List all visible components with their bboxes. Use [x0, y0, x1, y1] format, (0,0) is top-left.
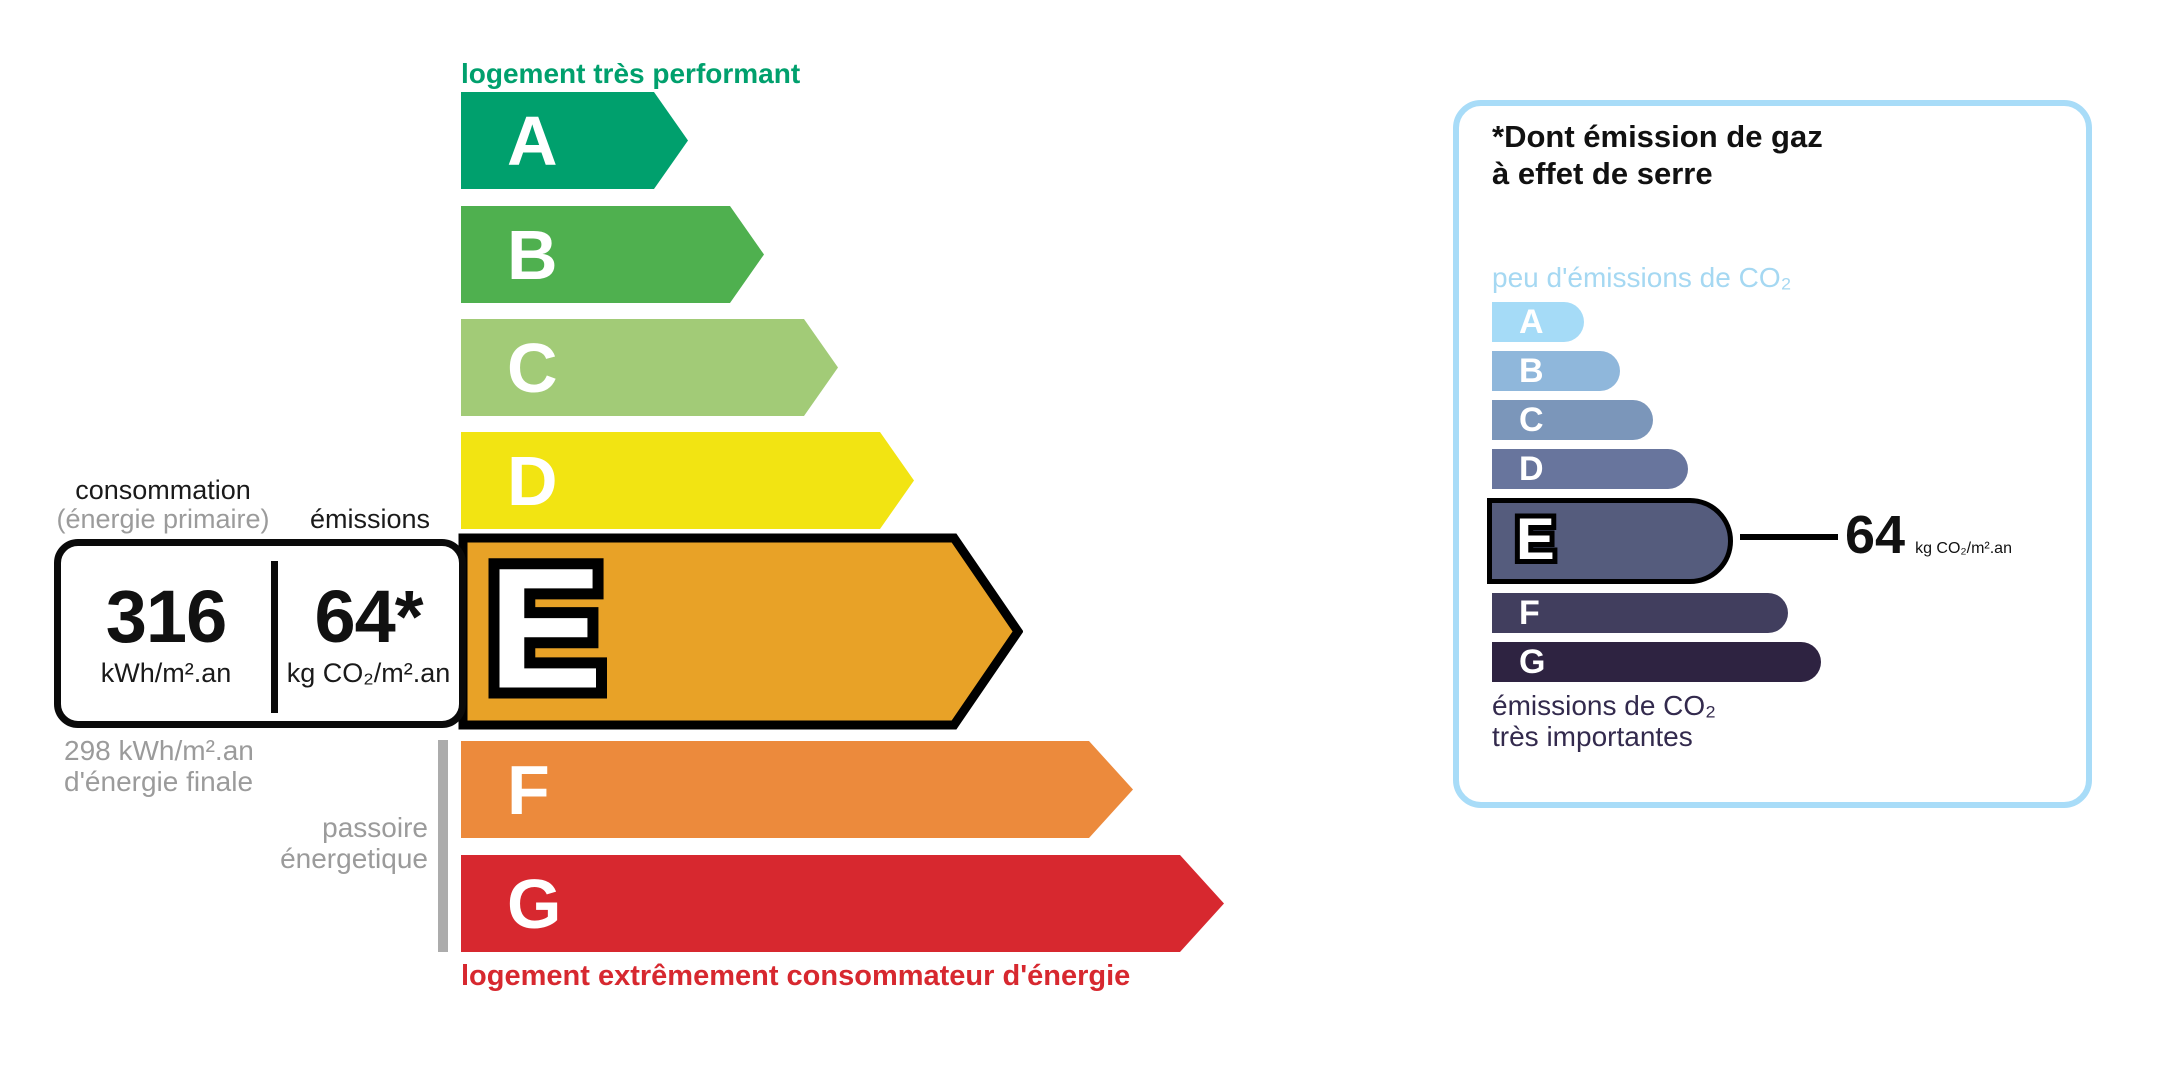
gas-high-label: émissions de CO₂ très importantes	[1492, 690, 1716, 752]
emissions-unit: kg CO₂/m².an	[286, 658, 451, 688]
gas-panel-title: *Dont émission de gaz à effet de serre	[1492, 118, 1823, 192]
gas-bar-b-letter: B	[1519, 352, 1544, 390]
energy-bar-b: B	[461, 206, 764, 303]
gas-value: 64	[1845, 505, 1906, 565]
gas-high-label-line2: très importantes	[1492, 721, 1693, 752]
energy-bar-e-letter-outline: E	[477, 531, 614, 725]
energy-bar-d: D	[461, 432, 914, 529]
energy-bar-e-letter: E E	[477, 531, 614, 725]
energy-sieve-note: passoire énergetique	[180, 812, 428, 874]
consumption-column: 316 kWh/m².an	[61, 546, 271, 721]
gas-high-label-line1: émissions de CO₂	[1492, 690, 1717, 721]
final-energy-note: 298 kWh/m².an d'énergie finale	[64, 735, 254, 797]
energy-bar-a-letter: A	[507, 101, 558, 180]
energy-bar-e-letter-fill: E	[488, 532, 603, 725]
gas-bar-b: B	[1492, 351, 1620, 391]
bottom-performance-label: logement extrêmement consommateur d'éner…	[461, 960, 1131, 992]
energy-bar-c: C	[461, 319, 838, 416]
consumption-header: consommation	[75, 475, 251, 505]
energy-bar-b-letter: B	[507, 215, 558, 294]
consumption-subheader: (énergie primaire)	[56, 504, 270, 534]
energy-bar-g: G	[461, 855, 1224, 952]
energy-bar-f-letter: F	[507, 750, 550, 829]
top-performance-label: logement très performant	[461, 58, 801, 89]
gas-bar-d-letter: D	[1519, 450, 1544, 488]
final-energy-line1: 298 kWh/m².an	[64, 735, 254, 766]
gas-bar-e-current: E E	[1487, 498, 1733, 584]
emissions-value: 64*	[314, 575, 423, 658]
energy-sieve-line2: énergetique	[280, 843, 428, 874]
energy-bar-g-letter: G	[507, 864, 562, 943]
gas-bar-a: A	[1492, 302, 1584, 342]
gas-bar-a-letter: A	[1519, 303, 1544, 341]
gas-bar-e-letter-fill: E	[1516, 506, 1555, 572]
energy-bar-c-letter: C	[507, 328, 558, 407]
gas-value-row: 64 kg CO₂/m².an	[1845, 508, 2012, 562]
gas-bar-d: D	[1492, 449, 1688, 489]
energy-bar-d-letter: D	[507, 441, 558, 520]
energy-sieve-bracket	[438, 740, 448, 952]
gas-bar-g-letter: G	[1519, 643, 1546, 681]
consumption-value: 316	[105, 575, 227, 658]
gas-low-label: peu d'émissions de CO₂	[1492, 262, 1792, 293]
gas-bar-c-letter: C	[1519, 401, 1544, 439]
emissions-header: émissions	[309, 504, 431, 534]
gas-bar-e-letter: E E	[1511, 505, 1560, 573]
current-values-box: 316 kWh/m².an 64* kg CO₂/m².an	[54, 539, 466, 728]
emissions-column: 64* kg CO₂/m².an	[278, 546, 459, 721]
gas-bar-e-letter-outline: E	[1511, 505, 1560, 573]
gas-value-connector	[1740, 534, 1838, 540]
final-energy-line2: d'énergie finale	[64, 766, 254, 797]
energy-bar-f: F	[461, 741, 1133, 838]
energy-bar-a: A	[461, 92, 688, 189]
value-box-divider	[271, 561, 278, 713]
gas-bar-f: F	[1492, 593, 1788, 633]
energy-bar-e-current: E E	[458, 531, 1024, 730]
gas-value-unit: kg CO₂/m².an	[1915, 540, 2012, 557]
energy-sieve-line1: passoire	[322, 812, 428, 843]
gas-panel-title-line1: *Dont émission de gaz	[1492, 119, 1823, 154]
gas-panel-title-line2: à effet de serre	[1492, 156, 1713, 191]
gas-bar-f-letter: F	[1519, 594, 1540, 632]
consumption-unit: kWh/m².an	[100, 658, 232, 688]
gas-bar-c: C	[1492, 400, 1653, 440]
gas-bar-g: G	[1492, 642, 1821, 682]
